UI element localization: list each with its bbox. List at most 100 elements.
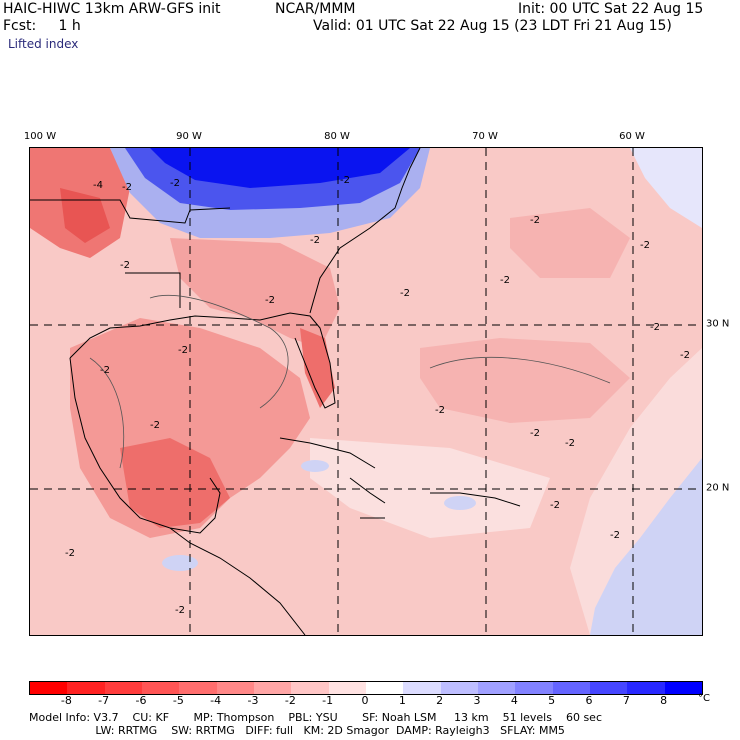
field-stable-north-core [150, 148, 410, 188]
colorbar-swatch [67, 682, 105, 694]
valid-time: Valid: 01 UTC Sat 22 Aug 15 (23 LDT Fri … [313, 18, 672, 34]
field-southeast-us [170, 238, 340, 348]
contour-label: -2 [175, 605, 185, 616]
colorbar-swatch [477, 682, 516, 694]
contour-label: -2 [178, 345, 188, 356]
colorbar-tick-label: -3 [247, 694, 259, 707]
colorbar-swatch [589, 682, 628, 694]
colorbar-tick-label: 6 [585, 694, 593, 707]
coast-bahamas [349, 477, 386, 504]
lon-label-100w: 100 W [23, 131, 57, 142]
contour-label: -2 [500, 275, 510, 286]
contour-label: -4 [93, 180, 103, 191]
contour-label: -2 [150, 420, 160, 431]
contour-label: -2 [680, 350, 690, 361]
contour-label: -2 [530, 428, 540, 439]
forecast-hour: Fcst: 1 h [3, 18, 81, 34]
colorbar-tick-label: -2 [284, 694, 296, 707]
colorbar-swatch [365, 682, 404, 694]
lon-label-60w: 60 W [619, 131, 645, 142]
field-centam-blue [162, 555, 198, 571]
colorbar-tick-label: -4 [210, 694, 222, 707]
colorbar-swatch [216, 682, 254, 694]
border-state-1 [30, 199, 231, 224]
colorbar-swatch [627, 682, 665, 694]
contour-2 [429, 356, 611, 384]
contour-label: -2 [435, 405, 445, 416]
colorbar-swatch [328, 682, 366, 694]
contour-label: -2 [310, 235, 320, 246]
lon-label-80w: 80 W [324, 131, 350, 142]
contour-1 [149, 294, 289, 409]
contour-label: -2 [550, 500, 560, 511]
colorbar-swatch [515, 682, 553, 694]
contour-label: -2 [340, 175, 350, 186]
field-florida [300, 328, 335, 408]
colorbar-swatch [104, 682, 142, 694]
colorbar [29, 681, 703, 695]
colorbar-tick-label: -6 [135, 694, 147, 707]
contour-label: -2 [170, 178, 180, 189]
colorbar-swatch [141, 682, 180, 694]
field-name: Lifted index [8, 37, 79, 51]
lat-label-20n: 20 N [706, 482, 730, 494]
contour-3 [89, 357, 125, 469]
coast-gulf [69, 312, 336, 409]
colorbar-tick-label: -7 [98, 694, 110, 707]
colorbar-swatch [440, 682, 478, 694]
colorbar-tick-label: 8 [660, 694, 668, 707]
colorbar-swatch [30, 682, 68, 694]
graticule [30, 148, 702, 635]
contour-label: -2 [400, 288, 410, 299]
colorbar-swatch [291, 682, 329, 694]
lat-label-30n: 30 N [706, 318, 730, 330]
contour-label: -2 [650, 322, 660, 333]
colorbar-tick-label: 1 [398, 694, 406, 707]
colorbar-tick-label: 7 [622, 694, 630, 707]
field-blue-ne [630, 148, 702, 228]
colorbar-tick-label: -8 [60, 694, 72, 707]
model-title: HAIC-HIWC 13km ARW-GFS init [3, 1, 221, 17]
field-cuba-blue [301, 460, 329, 472]
field-hispaniola-blue [444, 496, 476, 510]
field-light-east [450, 148, 702, 635]
coast-central-america [169, 527, 306, 635]
contour-label: -2 [265, 295, 275, 306]
contours [89, 294, 611, 469]
contour-label: -2 [640, 240, 650, 251]
colorbar-swatch [403, 682, 441, 694]
model-info-line1: Model Info: V3.7 CU: KF MP: Thompson PBL… [29, 711, 602, 724]
field-yucatan-core [120, 438, 230, 528]
colorbar-tick-label: -1 [322, 694, 334, 707]
coast-atlantic [309, 148, 421, 314]
colorbar-tick-label: 5 [548, 694, 556, 707]
contour-label: -2 [610, 530, 620, 541]
coast-mexico [69, 357, 221, 534]
contour-label: -2 [530, 215, 540, 226]
contour-label: -2 [120, 260, 130, 271]
init-time: Init: 00 UTC Sat 22 Aug 15 [518, 1, 704, 17]
contour-labels: -4 -2 -2 -2 -2 -2 -2 -2 -2 -2 -2 -2 -2 -… [65, 175, 690, 616]
colorbar-swatch [552, 682, 590, 694]
organization: NCAR/MMM [275, 1, 356, 17]
contour-label: -2 [100, 365, 110, 376]
colorbar-tick-label: 2 [436, 694, 444, 707]
colorbar-tick-label: 3 [473, 694, 481, 707]
lon-label-70w: 70 W [472, 131, 498, 142]
field-atlantic-patch [420, 338, 630, 423]
field-caribbean [310, 438, 550, 538]
coast-hispaniola [430, 492, 521, 507]
map-canvas: -4 -2 -2 -2 -2 -2 -2 -2 -2 -2 -2 -2 -2 -… [30, 148, 702, 635]
colorbar-tick-label: -5 [172, 694, 184, 707]
colorbar-swatch [253, 682, 292, 694]
colorbar-tick-label: 4 [510, 694, 518, 707]
field-blue-east [590, 458, 702, 635]
field-texas-max [60, 188, 110, 243]
field-atlantic-north [510, 208, 630, 278]
colorbar-unit: °C [698, 693, 710, 704]
contour-label: -2 [122, 182, 132, 193]
colorbar-swatch [664, 682, 702, 694]
colorbar-swatch [179, 682, 217, 694]
coast-cuba [279, 437, 376, 469]
model-info-line2: LW: RRTMG SW: RRTMG DIFF: full KM: 2D Sm… [29, 724, 565, 737]
